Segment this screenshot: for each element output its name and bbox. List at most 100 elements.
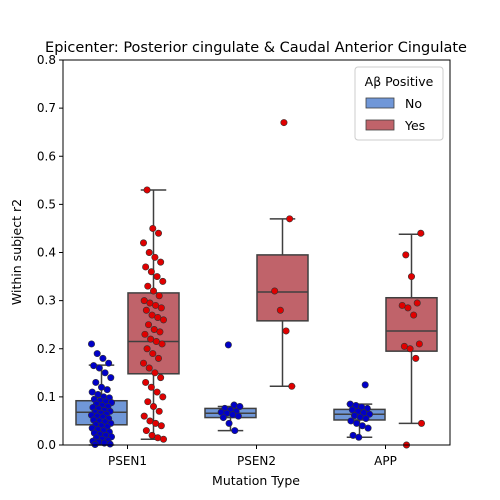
point-yes [153, 273, 161, 281]
point-yes [147, 268, 155, 276]
y-tick-label: 0.4 [37, 246, 56, 260]
y-tick-label: 0.5 [37, 197, 56, 211]
point-no [364, 424, 372, 432]
point-no [224, 341, 232, 349]
point-no [236, 402, 244, 410]
point-yes [150, 402, 158, 410]
point-yes [157, 422, 165, 430]
point-yes [149, 350, 157, 358]
point-no [355, 433, 363, 441]
point-yes [407, 273, 415, 281]
point-no [106, 440, 114, 448]
point-yes [154, 434, 162, 442]
point-yes [153, 388, 161, 396]
point-no [229, 411, 237, 419]
point-no [93, 350, 101, 358]
point-no [92, 378, 100, 386]
legend: Aβ Positive No Yes [354, 66, 444, 141]
legend-label-yes: Yes [404, 118, 425, 133]
point-no [361, 381, 369, 389]
point-yes [406, 345, 414, 353]
point-yes [145, 249, 153, 257]
point-yes [156, 328, 164, 336]
y-tick-label: 0.8 [37, 53, 56, 67]
y-tick-label: 0.0 [37, 438, 56, 452]
box-yes-psen2 [256, 218, 309, 388]
point-no [346, 400, 354, 408]
point-yes [280, 119, 288, 127]
point-yes [155, 354, 163, 362]
point-yes [157, 374, 165, 382]
point-yes [160, 435, 168, 443]
point-yes [286, 215, 294, 223]
y-axis-label: Within subject r2 [9, 199, 24, 305]
point-yes [143, 345, 151, 353]
legend-swatch-yes [365, 119, 395, 131]
legend-swatch-no [365, 97, 395, 109]
point-yes [276, 306, 284, 314]
y-tick-label: 0.7 [37, 101, 56, 115]
point-yes [145, 321, 153, 329]
point-yes [157, 304, 165, 312]
point-no [105, 359, 113, 367]
point-yes [155, 229, 163, 237]
point-yes [417, 419, 425, 427]
plot-area [75, 119, 438, 449]
point-yes [140, 359, 148, 367]
point-no [231, 427, 239, 435]
x-tick-label: PSEN1 [108, 454, 147, 468]
point-yes [404, 304, 412, 312]
point-no [356, 413, 364, 421]
point-yes [142, 306, 150, 314]
point-no [99, 354, 107, 362]
point-yes [140, 239, 148, 247]
point-yes [142, 263, 150, 271]
point-yes [410, 311, 418, 319]
y-tick-label: 0.3 [37, 294, 56, 308]
point-yes [151, 253, 159, 261]
point-yes [145, 364, 153, 372]
point-yes [159, 277, 167, 285]
point-yes [143, 186, 151, 194]
box-iqr [256, 254, 309, 322]
point-no [348, 406, 356, 414]
point-no [101, 369, 109, 377]
point-no [103, 386, 111, 394]
point-yes [149, 224, 157, 232]
legend-title: Aβ Positive [365, 74, 434, 89]
point-no [362, 415, 370, 423]
point-yes [142, 378, 150, 386]
point-yes [159, 393, 167, 401]
point-yes [155, 292, 163, 300]
point-no [225, 419, 233, 427]
point-yes [282, 327, 290, 335]
point-yes [271, 287, 279, 295]
point-no [234, 412, 242, 420]
point-yes [155, 407, 163, 415]
chart-title: Epicenter: Posterior cingulate & Caudal … [45, 40, 467, 56]
point-yes [142, 427, 150, 435]
x-axis: PSEN1 PSEN2 APP [108, 445, 397, 468]
point-yes [157, 258, 165, 266]
point-yes [140, 412, 148, 420]
point-yes [288, 382, 296, 390]
point-yes [413, 299, 421, 307]
point-yes [415, 340, 423, 348]
point-yes [144, 282, 152, 290]
point-yes [144, 398, 152, 406]
y-tick-label: 0.6 [37, 149, 56, 163]
box-iqr [385, 296, 438, 352]
y-tick-label: 0.2 [37, 342, 56, 356]
y-axis: 0.0 0.1 0.2 0.3 0.4 0.5 0.6 0.7 0.8 [37, 53, 63, 452]
point-yes [402, 251, 410, 259]
point-yes [141, 330, 149, 338]
point-no [88, 340, 96, 348]
point-no [95, 364, 103, 372]
point-yes [417, 229, 425, 237]
point-yes [147, 383, 155, 391]
point-yes [412, 354, 420, 362]
legend-label-no: No [405, 96, 422, 111]
point-no [107, 374, 115, 382]
box-yes-app [385, 233, 438, 425]
